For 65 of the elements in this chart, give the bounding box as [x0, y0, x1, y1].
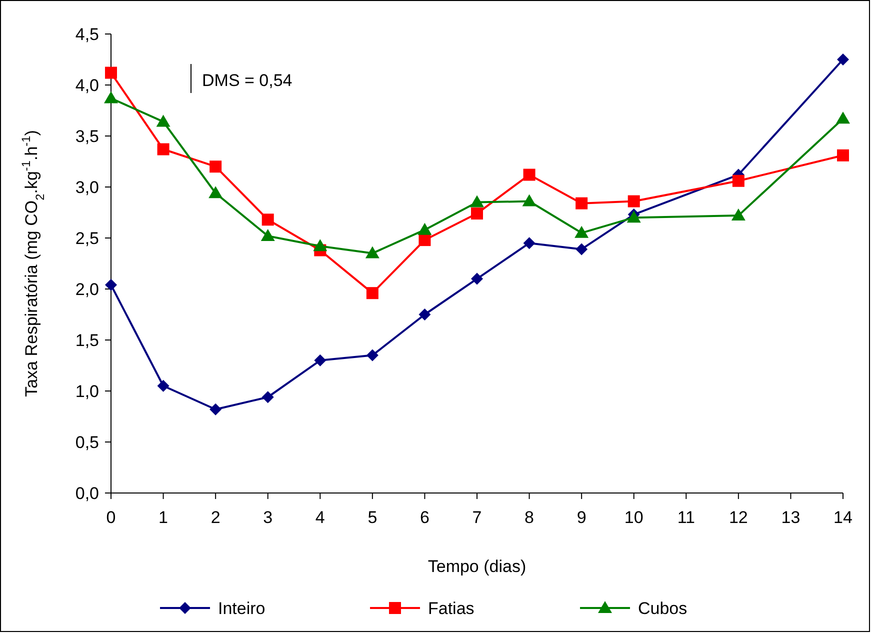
- point: [105, 66, 117, 79]
- x-tick-label: 6: [420, 508, 430, 527]
- y-tick-label: 1,5: [75, 330, 99, 350]
- point: [731, 208, 746, 221]
- point: [418, 234, 431, 246]
- legend-label: Inteiro: [218, 598, 266, 618]
- x-tick-label: 3: [263, 508, 273, 527]
- x-tick-label: 13: [781, 508, 800, 527]
- x-tick-label: 9: [576, 508, 586, 527]
- y-tick-label: 0,0: [75, 484, 99, 503]
- x-axis-title: Tempo (dias): [428, 557, 526, 576]
- y-tick-label: 4,5: [75, 24, 99, 44]
- y-tick-label: 2,5: [75, 228, 99, 248]
- x-tick-label: 11: [677, 508, 695, 527]
- point: [836, 112, 850, 124]
- point: [313, 239, 328, 252]
- point: [523, 237, 536, 250]
- x-tick-label: 7: [472, 508, 482, 527]
- y-tick-label: 3,0: [75, 178, 99, 197]
- point: [208, 186, 223, 198]
- point: [837, 54, 849, 66]
- y-tick-label: 3,5: [75, 126, 99, 146]
- point: [314, 354, 326, 366]
- point: [156, 114, 170, 127]
- point: [262, 214, 274, 226]
- x-tick-label: 8: [524, 508, 534, 527]
- point: [366, 349, 378, 362]
- y-tick-label: 1,0: [75, 382, 99, 401]
- point: [418, 308, 431, 320]
- x-tick-label: 0: [106, 508, 116, 527]
- point: [628, 195, 640, 208]
- point: [210, 160, 222, 173]
- point: [574, 226, 589, 238]
- point: [418, 222, 432, 235]
- point: [262, 391, 274, 404]
- x-tick-label: 4: [315, 508, 325, 527]
- point: [576, 197, 588, 210]
- x-tick-label: 1: [158, 508, 168, 527]
- point: [732, 174, 744, 187]
- point: [260, 228, 275, 241]
- point: [157, 143, 170, 156]
- point: [837, 149, 849, 162]
- point: [522, 194, 536, 206]
- point: [157, 380, 170, 392]
- point: [365, 246, 380, 258]
- point: [523, 168, 536, 181]
- x-tick-label: 12: [728, 508, 748, 527]
- y-tick-label: 0,5: [75, 432, 99, 452]
- point: [104, 91, 118, 104]
- y-tick-label: 2,0: [75, 280, 99, 299]
- y-tick-label: 4,0: [75, 76, 99, 95]
- point: [210, 403, 222, 416]
- x-tick-label: 2: [210, 508, 220, 527]
- point: [105, 278, 117, 291]
- legend-label: Cubos: [638, 598, 688, 618]
- annotation: DMS = 0,54: [202, 71, 292, 90]
- point: [576, 243, 588, 256]
- x-tick-label: 14: [834, 508, 852, 527]
- legend-label: Fatias: [428, 598, 474, 618]
- point: [470, 195, 484, 208]
- x-tick-label: 5: [368, 508, 378, 527]
- x-tick-label: 10: [624, 508, 644, 527]
- point: [471, 208, 483, 220]
- point: [471, 272, 483, 285]
- point: [366, 287, 378, 300]
